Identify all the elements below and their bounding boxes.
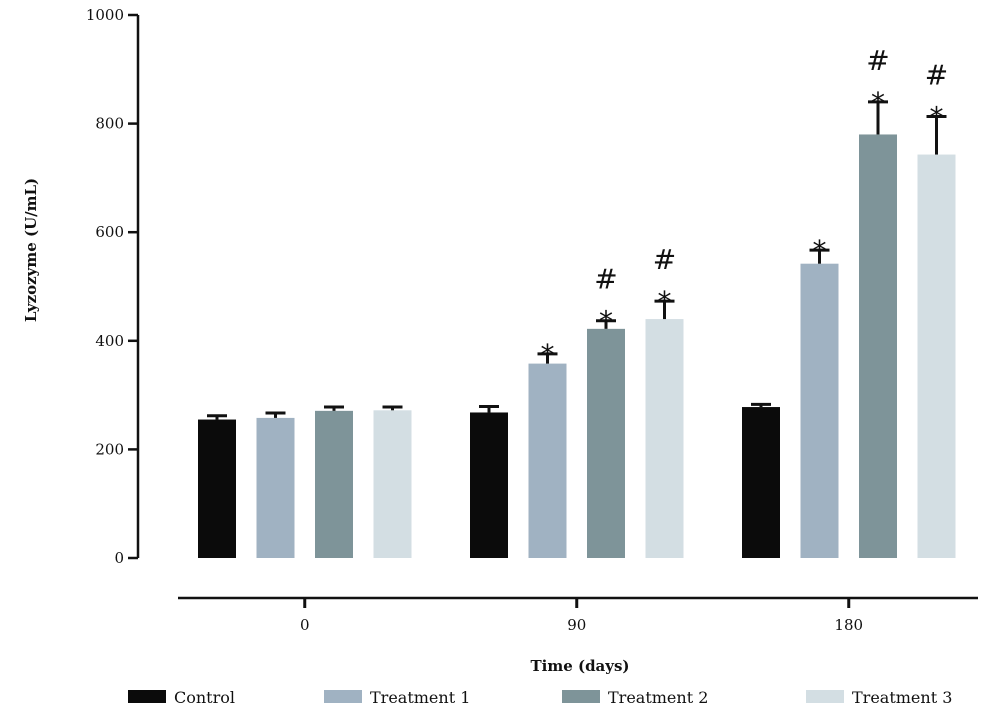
x-tick-label: 180 — [834, 616, 863, 634]
legend-label: Treatment 2 — [608, 688, 708, 707]
x-axis-title: Time (days) — [530, 657, 629, 675]
legend-label: Treatment 3 — [852, 688, 952, 707]
significance-label: * — [930, 101, 944, 134]
legend-label: Treatment 1 — [370, 688, 470, 707]
bar — [528, 363, 567, 558]
bar — [470, 412, 508, 558]
y-axis-title: Lyzozyme (U/mL) — [22, 178, 40, 322]
significance-label: # — [594, 263, 617, 296]
legend-label: Control — [174, 688, 235, 707]
y-tick-label: 0 — [114, 549, 124, 567]
significance-label: * — [871, 86, 885, 119]
legend-swatch — [324, 690, 362, 703]
bar — [742, 407, 780, 558]
x-tick-label: 90 — [567, 616, 586, 634]
bar — [859, 134, 897, 558]
significance-label: # — [925, 59, 948, 92]
legend: Control Treatment 1 Treatment 2 Treatment 3 — [128, 688, 952, 707]
legend-swatch — [562, 690, 600, 703]
legend-swatch — [806, 690, 844, 703]
significance-label: * — [813, 234, 827, 267]
bar — [198, 419, 236, 558]
y-tick-label: 400 — [95, 332, 124, 350]
bar — [315, 410, 353, 558]
x-axis: 0 90 180 — [178, 596, 978, 634]
bar — [917, 154, 956, 558]
bar — [800, 263, 839, 558]
significance-label: * — [599, 305, 613, 338]
y-tick-label: 1000 — [86, 6, 124, 24]
bar — [256, 417, 295, 558]
bar — [373, 410, 412, 558]
y-axis: 0 200 400 600 800 1000 — [86, 6, 140, 567]
y-tick-label: 600 — [95, 223, 124, 241]
significance-label: # — [653, 243, 676, 276]
x-tick-label: 0 — [300, 616, 310, 634]
bar — [587, 328, 625, 558]
legend-swatch — [128, 690, 166, 703]
significance-label: * — [541, 338, 555, 371]
significance-annotations: * # * # * * # * # * — [541, 44, 949, 371]
bar — [645, 319, 684, 558]
y-tick-label: 800 — [95, 115, 124, 133]
significance-label: # — [866, 44, 889, 77]
bars — [198, 100, 956, 558]
significance-label: * — [658, 285, 672, 318]
y-tick-label: 200 — [95, 440, 124, 458]
